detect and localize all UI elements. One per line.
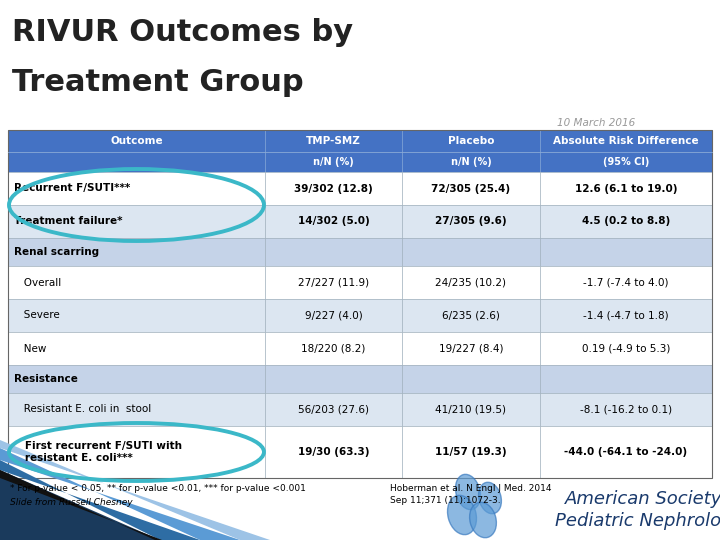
- Text: Outcome: Outcome: [110, 136, 163, 146]
- Text: -1.4 (-4.7 to 1.8): -1.4 (-4.7 to 1.8): [583, 310, 669, 321]
- Bar: [8, 130, 265, 172]
- Ellipse shape: [448, 495, 477, 535]
- Bar: [8, 130, 712, 478]
- Bar: [539, 172, 712, 205]
- Text: New: New: [14, 343, 46, 354]
- Text: 0.19 (-4.9 to 5.3): 0.19 (-4.9 to 5.3): [582, 343, 670, 354]
- Text: * For p-value < 0.05, ** for p-value <0.01, *** for p-value <0.001: * For p-value < 0.05, ** for p-value <0.…: [10, 484, 306, 493]
- Bar: [8, 426, 265, 478]
- Bar: [402, 130, 539, 172]
- Text: American Society of: American Society of: [565, 490, 720, 508]
- Text: 4.5 (0.2 to 8.8): 4.5 (0.2 to 8.8): [582, 217, 670, 226]
- Text: Renal scarring: Renal scarring: [14, 247, 99, 257]
- Bar: [8, 238, 265, 266]
- Text: Overall: Overall: [14, 278, 61, 287]
- Polygon shape: [0, 460, 200, 540]
- Text: (95% CI): (95% CI): [603, 157, 649, 167]
- Text: -8.1 (-16.2 to 0.1): -8.1 (-16.2 to 0.1): [580, 404, 672, 415]
- Bar: [8, 266, 265, 299]
- Text: Treatment failure*: Treatment failure*: [14, 217, 122, 226]
- Bar: [265, 332, 402, 365]
- Bar: [539, 299, 712, 332]
- Bar: [265, 205, 402, 238]
- Bar: [402, 299, 539, 332]
- Bar: [402, 393, 539, 426]
- Text: 9/227 (4.0): 9/227 (4.0): [305, 310, 362, 321]
- Text: Sep 11;371 (11):1072-3.: Sep 11;371 (11):1072-3.: [390, 496, 500, 505]
- Text: Severe: Severe: [14, 310, 60, 321]
- Bar: [8, 365, 265, 393]
- Bar: [539, 238, 712, 266]
- Text: 27/305 (9.6): 27/305 (9.6): [435, 217, 507, 226]
- Text: -44.0 (-64.1 to -24.0): -44.0 (-64.1 to -24.0): [564, 447, 688, 457]
- Bar: [265, 299, 402, 332]
- Ellipse shape: [456, 474, 480, 510]
- Bar: [402, 365, 539, 393]
- Text: 19/227 (8.4): 19/227 (8.4): [438, 343, 503, 354]
- Text: n/N (%): n/N (%): [313, 157, 354, 167]
- Text: Placebo: Placebo: [448, 136, 494, 146]
- Text: 14/302 (5.0): 14/302 (5.0): [298, 217, 369, 226]
- Bar: [8, 299, 265, 332]
- Text: 56/203 (27.6): 56/203 (27.6): [298, 404, 369, 415]
- Bar: [539, 426, 712, 478]
- Text: Slide from Russell Chesney: Slide from Russell Chesney: [10, 498, 132, 507]
- Bar: [402, 205, 539, 238]
- Bar: [402, 426, 539, 478]
- Bar: [539, 266, 712, 299]
- Bar: [539, 332, 712, 365]
- Bar: [402, 266, 539, 299]
- Text: 39/302 (12.8): 39/302 (12.8): [294, 184, 373, 193]
- Text: 10 March 2016: 10 March 2016: [557, 118, 635, 128]
- Text: 6/235 (2.6): 6/235 (2.6): [442, 310, 500, 321]
- Ellipse shape: [469, 502, 496, 538]
- Polygon shape: [0, 470, 162, 540]
- Text: RIVUR Outcomes by: RIVUR Outcomes by: [12, 18, 353, 47]
- Bar: [402, 172, 539, 205]
- Text: 12.6 (6.1 to 19.0): 12.6 (6.1 to 19.0): [575, 184, 677, 193]
- Bar: [265, 426, 402, 478]
- Ellipse shape: [479, 482, 501, 514]
- Text: Recurrent F/SUTI***: Recurrent F/SUTI***: [14, 184, 130, 193]
- Text: Resistant E. coli in  stool: Resistant E. coli in stool: [14, 404, 151, 415]
- Text: TMP-SMZ: TMP-SMZ: [306, 136, 361, 146]
- Bar: [8, 205, 265, 238]
- Bar: [539, 393, 712, 426]
- Bar: [265, 393, 402, 426]
- Bar: [265, 238, 402, 266]
- Bar: [8, 393, 265, 426]
- Polygon shape: [0, 440, 270, 540]
- Bar: [539, 130, 712, 172]
- Text: Pediatric Nephrology: Pediatric Nephrology: [555, 512, 720, 530]
- Bar: [265, 365, 402, 393]
- Bar: [265, 266, 402, 299]
- Text: Treatment Group: Treatment Group: [12, 68, 304, 97]
- Text: -1.7 (-7.4 to 4.0): -1.7 (-7.4 to 4.0): [583, 278, 668, 287]
- Bar: [265, 130, 402, 172]
- Text: Hoberman et al. N Engl J Med. 2014: Hoberman et al. N Engl J Med. 2014: [390, 484, 552, 493]
- Bar: [402, 332, 539, 365]
- Bar: [539, 365, 712, 393]
- Text: 27/227 (11.9): 27/227 (11.9): [298, 278, 369, 287]
- Text: First recurrent F/SUTI with
   resistant E. coli***: First recurrent F/SUTI with resistant E.…: [14, 441, 182, 463]
- Polygon shape: [0, 470, 160, 540]
- Text: 18/220 (8.2): 18/220 (8.2): [302, 343, 366, 354]
- Text: Resistance: Resistance: [14, 374, 78, 384]
- Text: 41/210 (19.5): 41/210 (19.5): [436, 404, 506, 415]
- Bar: [8, 332, 265, 365]
- Text: 19/30 (63.3): 19/30 (63.3): [298, 447, 369, 457]
- Polygon shape: [0, 448, 240, 540]
- Bar: [8, 172, 265, 205]
- Text: 72/305 (25.4): 72/305 (25.4): [431, 184, 510, 193]
- Bar: [402, 238, 539, 266]
- Bar: [265, 172, 402, 205]
- Text: Absolute Risk Difference: Absolute Risk Difference: [553, 136, 698, 146]
- Text: 11/57 (19.3): 11/57 (19.3): [435, 447, 507, 457]
- Text: n/N (%): n/N (%): [451, 157, 491, 167]
- Text: 24/235 (10.2): 24/235 (10.2): [436, 278, 506, 287]
- Bar: [539, 205, 712, 238]
